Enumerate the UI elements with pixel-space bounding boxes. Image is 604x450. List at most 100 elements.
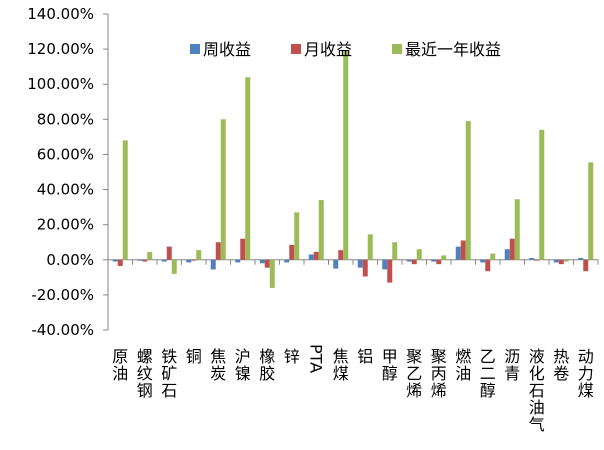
bar xyxy=(514,199,520,260)
bar xyxy=(142,259,148,262)
bar xyxy=(318,200,324,260)
bar xyxy=(411,259,417,265)
bar xyxy=(441,255,447,260)
bar xyxy=(294,212,300,260)
legend-label: 最近一年收益 xyxy=(405,40,501,59)
y-tick-label: 20.00% xyxy=(37,216,94,234)
bar xyxy=(269,259,275,288)
legend: 周收益 月收益 最近一年收益 xyxy=(190,40,501,59)
bar xyxy=(289,244,295,260)
bar xyxy=(196,250,202,260)
bar xyxy=(240,238,246,260)
bar xyxy=(171,259,177,274)
x-category-label: 聚丙烯 xyxy=(431,347,447,400)
bar xyxy=(539,129,545,260)
bar xyxy=(117,259,123,266)
bar xyxy=(333,259,339,269)
x-category-label: 甲醇 xyxy=(382,347,398,383)
bar xyxy=(191,259,197,261)
bar xyxy=(382,259,388,270)
bar xyxy=(392,242,398,260)
bar xyxy=(436,259,442,265)
x-category-label: 铁矿石 xyxy=(161,347,177,400)
bar xyxy=(588,162,594,260)
bar xyxy=(210,259,216,270)
bar xyxy=(465,121,471,260)
bar xyxy=(553,259,559,263)
x-category-label: 铜 xyxy=(186,347,202,366)
x-category-label: 螺纹钢 xyxy=(137,347,153,400)
x-category-label: 燃油 xyxy=(455,347,471,383)
legend-swatch xyxy=(291,44,301,54)
bar xyxy=(220,119,226,260)
y-tick-label: 80.00% xyxy=(37,110,94,128)
bar xyxy=(161,259,167,262)
bar xyxy=(338,250,344,260)
bar xyxy=(529,258,535,260)
legend-label: 月收益 xyxy=(304,40,352,59)
x-category-label: 动力煤 xyxy=(578,347,594,400)
bar xyxy=(147,251,153,260)
bar xyxy=(563,259,569,262)
y-tick-label: -20.00% xyxy=(31,286,94,304)
x-category-label: 锌 xyxy=(284,347,300,366)
x-category-label: 焦煤 xyxy=(333,347,349,383)
legend-swatch xyxy=(392,44,402,54)
y-tick-label: 60.00% xyxy=(37,145,94,163)
axis-layer xyxy=(103,13,599,331)
bar xyxy=(534,259,540,261)
bar xyxy=(362,259,368,277)
bar xyxy=(367,234,373,260)
bar xyxy=(460,240,466,260)
x-category-label: 铝 xyxy=(357,347,373,366)
bar xyxy=(406,259,412,262)
bar xyxy=(313,251,319,260)
bar xyxy=(264,259,270,268)
bar xyxy=(112,259,118,262)
legend-label: 周收益 xyxy=(203,40,251,59)
bar xyxy=(583,259,589,272)
y-tick-label: 140.00% xyxy=(27,5,94,23)
x-category-label: 乙二醇 xyxy=(480,347,496,400)
bar xyxy=(235,259,241,263)
legend-swatch xyxy=(190,44,200,54)
bar xyxy=(485,259,491,272)
bar xyxy=(343,50,349,260)
bar xyxy=(387,259,393,283)
bar xyxy=(509,238,515,260)
y-tick-label: -40.00% xyxy=(31,321,94,339)
bars-layer xyxy=(112,50,594,288)
bar xyxy=(578,258,584,260)
bar xyxy=(431,259,437,262)
bar xyxy=(357,259,363,268)
bar xyxy=(137,259,143,261)
bar xyxy=(416,249,422,260)
bar xyxy=(166,246,172,260)
y-tick-label: 120.00% xyxy=(27,40,94,58)
y-tick-label: 40.00% xyxy=(37,181,94,199)
bar xyxy=(186,259,192,263)
bar xyxy=(490,253,496,260)
bar xyxy=(122,140,128,260)
bar xyxy=(504,249,510,260)
bar xyxy=(480,259,486,263)
y-tick-label: 100.00% xyxy=(27,75,94,93)
x-category-label: 沪镍 xyxy=(235,347,251,383)
bar xyxy=(245,77,251,260)
bar xyxy=(308,254,314,260)
bar xyxy=(215,242,221,260)
x-category-label: 热卷 xyxy=(553,347,569,383)
bar xyxy=(284,259,290,263)
x-category-label: 橡胶 xyxy=(259,347,275,383)
labels-layer: 140.00% 120.00% 100.00% 80.00% 60.00% 40.00% 2… xyxy=(27,5,594,434)
x-category-label: 沥青 xyxy=(504,347,520,383)
x-category-label: PTA xyxy=(306,344,325,373)
x-category-label: 焦炭 xyxy=(210,347,226,383)
x-category-label: 聚乙烯 xyxy=(406,347,422,400)
bar xyxy=(455,246,461,260)
y-tick-label: 0.00% xyxy=(46,251,94,269)
x-category-label: 液化石油气 xyxy=(529,347,545,434)
bar xyxy=(259,259,265,264)
x-category-label: 原油 xyxy=(112,347,128,383)
